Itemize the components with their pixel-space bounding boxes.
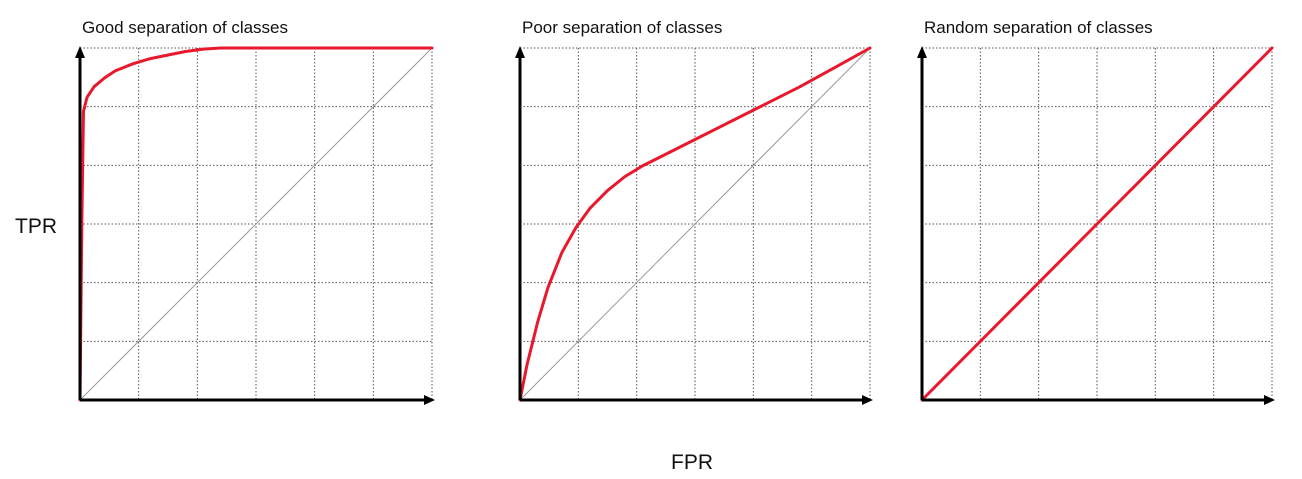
panel-title: Random separation of classes [924,18,1153,37]
y-axis-arrow-icon [75,46,85,58]
roc-curve-line [920,46,1274,402]
panel-title: Good separation of classes [82,18,288,37]
reference-diagonal [519,47,871,401]
x-axis-label: FPR [671,451,713,474]
roc-panel-3: Random separation of classes [917,18,1275,405]
x-axis-arrow-icon [1264,395,1275,405]
y-axis-label: TPR [15,215,57,238]
panel-title: Poor separation of classes [522,18,722,37]
roc-panel-2: Poor separation of classes [515,18,873,405]
roc-curve-line [518,46,872,402]
roc-panel-1: Good separation of classes [75,18,435,405]
x-axis-arrow-icon [424,395,435,405]
y-axis-arrow-icon [515,46,525,58]
x-axis-arrow-icon [862,395,873,405]
reference-diagonal [79,47,433,401]
y-axis-arrow-icon [917,46,927,58]
roc-curve-line [78,46,434,402]
